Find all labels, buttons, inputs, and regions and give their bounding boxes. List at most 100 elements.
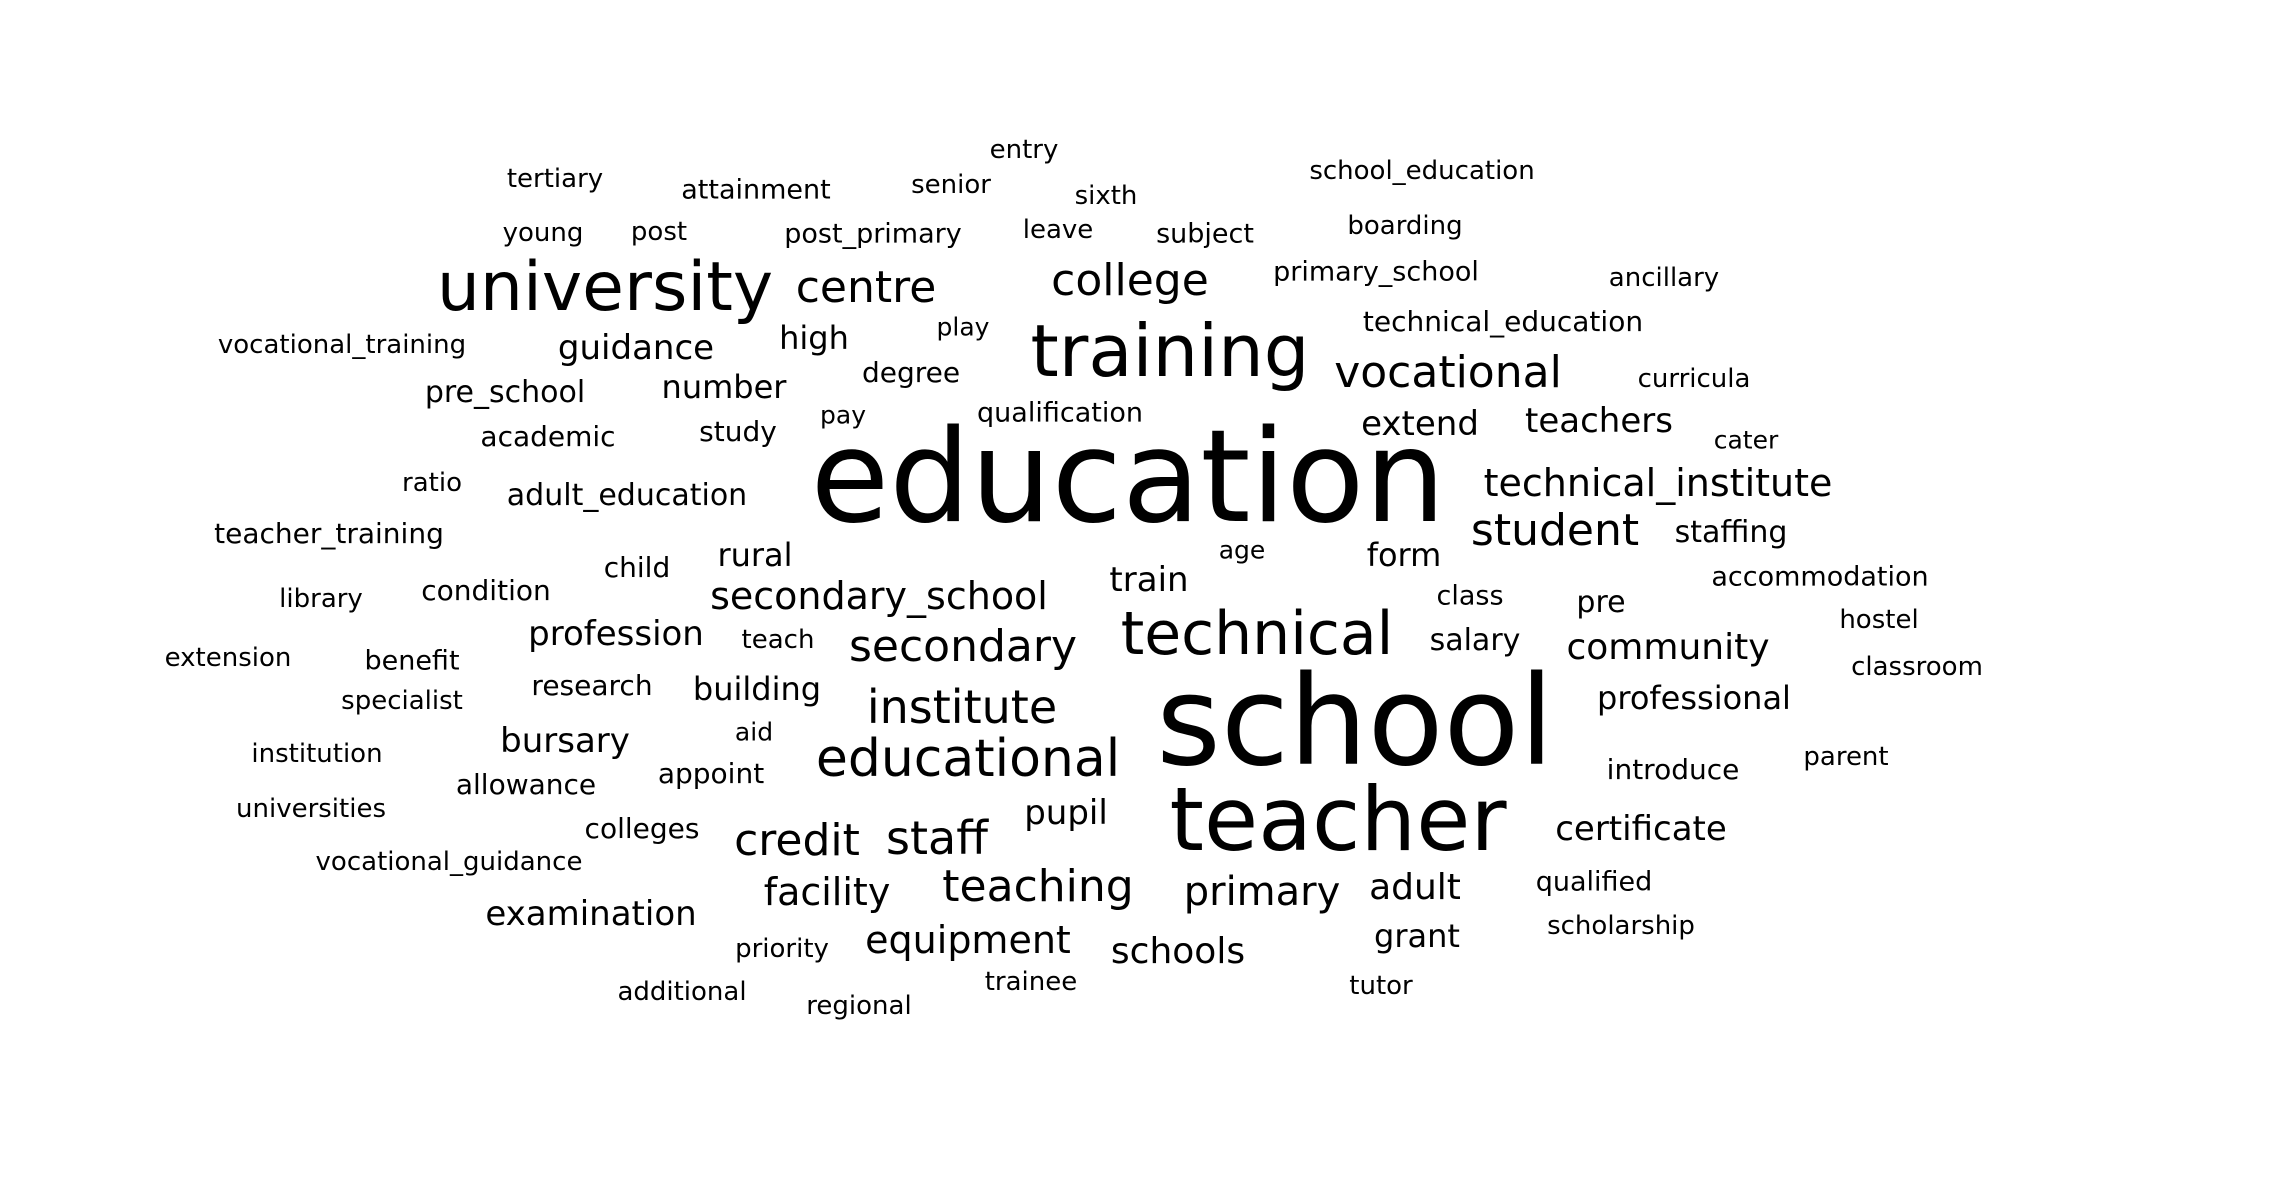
word: allowance: [455, 768, 597, 801]
word: attainment: [681, 174, 831, 206]
word: entry: [989, 135, 1059, 165]
word: tertiary: [506, 164, 604, 194]
word: training: [1030, 309, 1310, 393]
word: hostel: [1839, 605, 1919, 635]
word: appoint: [657, 757, 765, 790]
word: tutor: [1349, 971, 1413, 1001]
word: play: [936, 312, 990, 342]
word: sixth: [1074, 181, 1138, 211]
word: school: [1156, 650, 1554, 794]
word: colleges: [584, 812, 700, 845]
word: grant: [1374, 917, 1460, 955]
word: rural: [717, 536, 793, 574]
word: student: [1470, 505, 1640, 556]
word: vocational_guidance: [315, 847, 583, 877]
word: pre: [1576, 585, 1626, 620]
word: condition: [421, 574, 551, 607]
word: equipment: [865, 918, 1071, 962]
word: schools: [1110, 931, 1246, 972]
word: accommodation: [1711, 561, 1929, 593]
word: salary: [1429, 623, 1521, 658]
word: community: [1566, 627, 1770, 668]
word: introduce: [1606, 753, 1740, 786]
word: pre_school: [424, 375, 586, 410]
word: benefit: [364, 645, 460, 677]
word: classroom: [1851, 652, 1983, 682]
word: leave: [1022, 215, 1094, 245]
word: pupil: [1024, 793, 1108, 833]
word: research: [531, 669, 653, 702]
word: academic: [480, 420, 616, 453]
word: number: [661, 368, 787, 406]
word: technical: [1120, 599, 1394, 669]
word: teacher: [1169, 768, 1507, 871]
word: specialist: [341, 686, 463, 716]
word: parent: [1803, 742, 1889, 772]
word: technical_institute: [1483, 461, 1833, 505]
word: age: [1218, 535, 1266, 565]
word: certificate: [1555, 809, 1727, 849]
word: professional: [1597, 679, 1791, 717]
word: form: [1366, 536, 1442, 574]
word: ratio: [402, 468, 462, 498]
word: vocational_training: [217, 330, 467, 360]
word: senior: [911, 170, 991, 200]
word: institute: [866, 680, 1058, 734]
word: teach: [741, 625, 815, 655]
word: technical_education: [1362, 305, 1644, 338]
word: study: [699, 415, 777, 448]
word: subject: [1156, 218, 1254, 250]
word: profession: [528, 614, 704, 654]
word: scholarship: [1547, 911, 1695, 941]
word: adult: [1369, 867, 1461, 908]
word: adult_education: [506, 478, 748, 513]
word: aid: [734, 717, 774, 747]
word: extension: [164, 643, 292, 673]
word: vocational: [1334, 347, 1562, 398]
word: teacher_training: [214, 517, 444, 550]
word: facility: [763, 870, 891, 914]
word: institution: [251, 739, 383, 769]
word: education: [810, 403, 1446, 552]
word: staffing: [1674, 515, 1788, 550]
word: college: [1051, 255, 1209, 306]
word: primary: [1183, 869, 1341, 915]
word: educational: [815, 729, 1121, 789]
word: teachers: [1525, 401, 1673, 441]
word: child: [603, 551, 671, 584]
word: primary_school: [1273, 256, 1479, 288]
word: degree: [861, 356, 961, 389]
word: post: [630, 217, 688, 247]
word: universities: [236, 794, 386, 824]
word: curricula: [1637, 364, 1751, 394]
word: secondary_school: [710, 574, 1048, 618]
word: library: [279, 584, 363, 614]
word: post_primary: [784, 218, 962, 250]
word: school_education: [1309, 156, 1535, 186]
word: class: [1436, 580, 1504, 612]
word: examination: [485, 894, 697, 934]
word: staff: [886, 811, 988, 865]
word: high: [779, 319, 849, 357]
word: ancillary: [1608, 263, 1720, 293]
word: teaching: [942, 861, 1134, 912]
word: pay: [820, 400, 866, 430]
word: young: [502, 218, 584, 248]
word: qualified: [1535, 866, 1653, 898]
word: secondary: [848, 621, 1078, 672]
word: guidance: [557, 328, 715, 368]
word: cater: [1713, 425, 1779, 455]
word: building: [692, 670, 822, 708]
word: trainee: [984, 967, 1078, 997]
word: additional: [617, 977, 747, 1007]
word: regional: [806, 991, 912, 1021]
word: train: [1109, 560, 1189, 600]
word: extend: [1361, 404, 1479, 444]
word: bursary: [500, 721, 630, 761]
word: qualification: [977, 397, 1143, 429]
word: boarding: [1347, 211, 1463, 241]
word: priority: [735, 934, 829, 964]
word: centre: [795, 262, 937, 313]
word: credit: [734, 815, 860, 866]
